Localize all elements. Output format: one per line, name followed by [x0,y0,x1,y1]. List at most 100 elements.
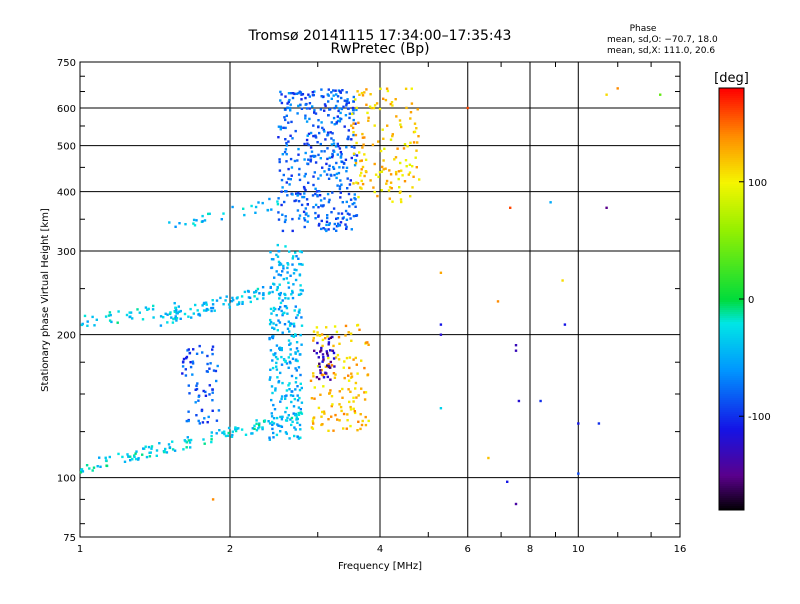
echo-point [128,311,131,314]
echo-point [514,344,518,347]
colorbar-band [719,224,744,227]
echo-point [353,146,356,149]
echo-point [272,436,275,439]
echo-point [350,375,354,378]
echo-point [324,371,327,374]
echo-point [349,390,352,393]
echo-point [349,179,352,182]
echo-point [310,397,314,400]
echo-point [285,277,288,280]
echo-point [329,360,332,364]
colorbar-band [719,414,744,417]
echo-point [223,430,226,433]
echo-point [285,160,288,163]
echo-point [148,455,152,458]
echo-point [287,281,290,284]
echo-point [408,171,412,174]
echo-point [280,363,284,366]
echo-point [152,304,155,308]
echo-point [319,157,322,160]
colorbar-band [719,140,744,143]
echo-point [280,178,284,182]
echo-point [108,319,112,322]
echo-point [345,225,348,229]
echo-point [354,162,358,165]
echo-point [335,217,338,220]
colorbar-band [719,120,744,123]
echo-point [320,95,323,98]
colorbar-band [719,370,744,373]
echo-point [368,105,372,108]
echo-point [331,335,334,339]
echo-point [300,93,303,96]
echo-point [509,206,512,209]
colorbar-band [719,260,744,263]
echo-point [308,95,311,98]
colorbar-band [719,456,744,459]
colorbar-band [719,246,744,249]
echo-point [284,397,287,400]
echo-point [300,98,303,101]
echo-point [258,425,261,429]
echo-point [88,467,91,470]
echo-point [287,263,290,266]
echo-point [327,418,330,421]
echo-point [261,426,264,429]
echo-point [129,455,132,458]
echo-point [352,358,355,361]
echo-point [287,167,290,171]
echo-point [349,332,353,335]
echo-point [338,166,341,169]
echo-point [335,229,338,232]
echo-point [280,397,283,401]
echo-point [186,436,189,439]
echo-point [224,299,227,302]
echo-point [182,448,185,451]
colorbar-band [719,170,744,173]
echo-point [254,290,258,294]
colorbar-band [719,490,744,493]
echo-point [287,356,290,359]
echo-point [325,223,328,227]
echo-point [359,159,362,163]
echo-point [299,103,302,106]
echo-point [370,106,373,110]
echo-point [302,210,306,213]
echo-point [275,288,279,292]
colorbar-band [719,360,744,363]
echo-point [298,273,302,276]
colorbar-band [719,188,744,191]
echo-point [338,187,342,191]
echo-point [284,118,287,122]
echo-point [138,311,141,314]
echo-point [291,291,294,294]
echo-point [175,309,178,312]
echo-point [194,388,197,391]
echo-point [322,227,325,230]
colorbar-band [719,220,744,223]
echo-point [320,415,323,418]
echo-point [268,197,271,201]
echo-point [363,398,367,401]
echo-point [331,349,335,352]
echo-point [165,451,169,454]
echo-point [80,469,83,472]
echo-point [331,154,334,157]
echo-point [212,369,216,372]
echo-point [147,445,151,449]
echo-point [117,310,120,313]
echo-point [274,355,278,359]
echo-point [186,349,189,352]
echo-point [338,419,341,422]
echo-point [294,199,298,202]
echo-point [253,427,256,430]
echo-point [332,344,335,348]
echo-point [291,296,295,300]
echo-point [169,311,172,314]
echo-point [356,182,360,185]
echo-point [322,376,326,379]
echo-point [383,147,386,150]
echo-point [354,122,357,125]
echo-point [304,96,307,100]
echo-point [359,186,362,189]
